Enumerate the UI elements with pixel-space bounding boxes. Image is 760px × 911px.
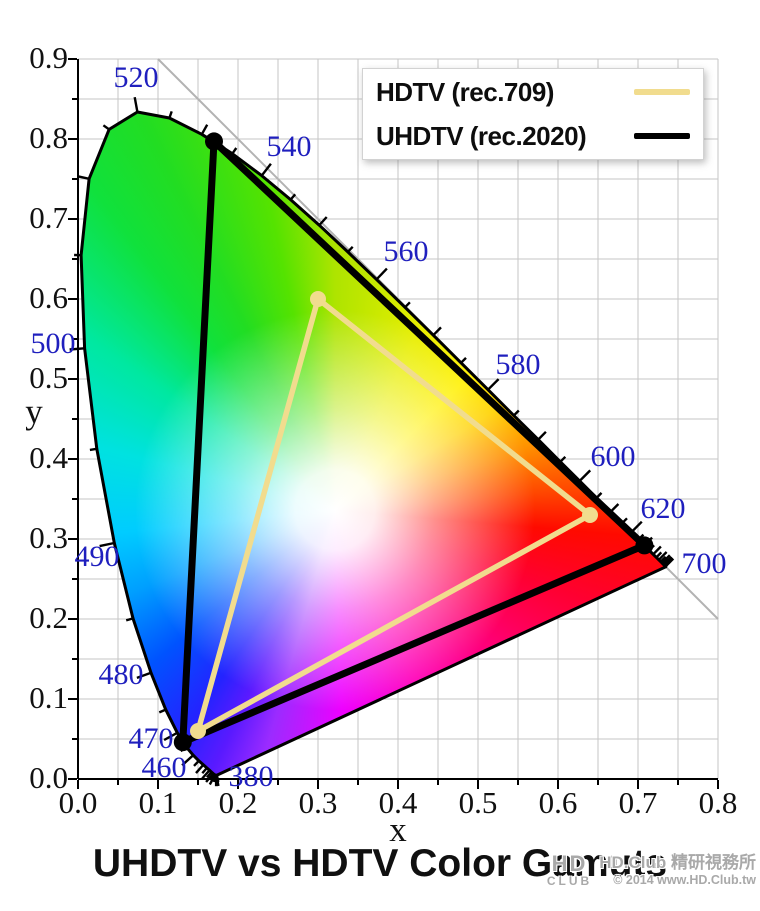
uhdtv-gamut-triangle [179, 137, 648, 746]
x-tick-label: 0.4 [378, 785, 418, 820]
hdtv-primary-dot [582, 507, 598, 523]
legend-label-uhdtv: UHDTV (rec.2020) [376, 120, 587, 151]
chart-title: UHDTV vs HDTV Color Gamuts [92, 842, 668, 885]
wavelength-label: 600 [590, 440, 636, 473]
wavelength-tick [181, 754, 195, 767]
wavelength-tick [346, 245, 354, 253]
wavelength-label: 520 [113, 61, 159, 94]
wavelength-label: 380 [228, 760, 274, 793]
wavelength-label: 460 [141, 751, 187, 784]
x-tick-label: 0.1 [138, 785, 178, 820]
wavelength-tick [133, 96, 139, 113]
wavelength-label: 470 [128, 722, 174, 755]
x-tick-label: 0.6 [538, 785, 578, 820]
uhdtv-primary-dot [635, 536, 654, 555]
hdtv-primary-dot [190, 723, 206, 739]
wavelength-tick [559, 455, 567, 463]
wavelength-tick [657, 551, 668, 561]
y-tick-label: 0.9 [29, 40, 68, 75]
wavelength-tick [201, 767, 208, 774]
wavelength-tick [205, 772, 215, 783]
legend-label-hdtv: HDTV (rec.709) [376, 76, 554, 107]
legend-item-hdtv: HDTV (rec.709) [363, 70, 703, 114]
wavelength-tick [318, 216, 328, 227]
y-tick-label: 0.1 [29, 680, 68, 715]
hdclub-logo-club: CLUB [546, 874, 593, 888]
y-tick-label: 0.3 [29, 520, 68, 555]
wavelength-tick [432, 326, 442, 337]
wavelength-tick [537, 430, 547, 441]
legend-item-uhdtv: UHDTV (rec.2020) [363, 114, 703, 158]
legend: HDTV (rec.709) UHDTV (rec.2020) [362, 68, 704, 160]
legend-swatch-hdtv [634, 89, 690, 95]
y-tick-label: 0.2 [29, 600, 68, 635]
uhdtv-primary-dot [173, 733, 192, 752]
wavelength-tick [158, 708, 167, 714]
wavelength-tick [195, 764, 205, 774]
legend-swatch-uhdtv [634, 133, 690, 139]
watermark-copyright: © 2014 www.HD.Club.tw [613, 872, 756, 887]
wavelength-label: 540 [266, 130, 312, 163]
y-axis-label: y [25, 392, 43, 431]
x-tick-label: 0.2 [218, 785, 258, 820]
wavelength-label: 700 [681, 547, 727, 580]
hdclub-logo: HD CLUB [546, 851, 593, 888]
y-tick-label: 0.4 [29, 440, 68, 475]
wavelength-tick [652, 545, 662, 556]
y-tick-label: 0.5 [29, 360, 68, 395]
wavelength-label: 490 [74, 540, 120, 573]
wavelength-tick [404, 301, 411, 309]
x-tick-label: 0.7 [618, 785, 658, 820]
wavelength-tick [193, 759, 200, 767]
wavelength-tick [664, 557, 675, 568]
hdtv-primary-dot [310, 291, 326, 307]
y-tick-label: 0.6 [29, 280, 68, 315]
wavelength-tick [375, 267, 388, 281]
wavelength-tick [205, 771, 213, 779]
wavelength-tick [231, 147, 238, 155]
x-tick-label: 0.3 [298, 785, 338, 820]
wavelength-tick [659, 555, 667, 563]
wavelength-tick [661, 554, 671, 564]
wavelength-tick [89, 447, 97, 452]
wavelength-tick [102, 124, 110, 131]
wavelength-tick [136, 671, 152, 680]
wavelength-tick [289, 193, 297, 201]
hdclub-logo-hd: HD [551, 851, 588, 876]
wavelength-tick [200, 124, 209, 135]
wavelength-tick [99, 541, 115, 548]
y-tick-label: 0.7 [29, 200, 68, 235]
x-axis-label: x [389, 810, 407, 849]
wavelength-tick [487, 378, 500, 391]
wavelength-tick [260, 163, 272, 177]
x-tick-label: 0.5 [458, 785, 498, 820]
wavelength-tick [512, 409, 520, 417]
wavelength-label: 500 [30, 327, 76, 360]
x-tick-label: 0.8 [698, 785, 738, 820]
wavelength-tick [655, 551, 663, 559]
wavelength-label: 480 [98, 658, 144, 691]
wavelength-label: 560 [383, 235, 429, 268]
watermark: HD CLUB HD.Club 精研視務所 © 2014 www.HD.Club… [546, 851, 756, 888]
wavelength-label: 620 [640, 492, 686, 525]
hdtv-gamut-triangle [195, 296, 593, 734]
wavelength-tick [163, 731, 178, 742]
wavelength-tick [168, 111, 173, 119]
wavelength-label: 580 [495, 348, 541, 381]
wavelength-tick [460, 357, 467, 364]
y-tick-label: 0.0 [29, 760, 68, 795]
wavelength-tick [578, 469, 592, 482]
y-tick-label: 0.8 [29, 120, 68, 155]
wavelength-tick [201, 769, 211, 780]
watermark-club-name: HD.Club 精研視務所 [599, 853, 756, 873]
wavelength-tick [78, 175, 90, 180]
x-tick-label: 0.0 [58, 785, 98, 820]
uhdtv-primary-dot [205, 132, 223, 151]
wavelength-tick [125, 617, 134, 622]
